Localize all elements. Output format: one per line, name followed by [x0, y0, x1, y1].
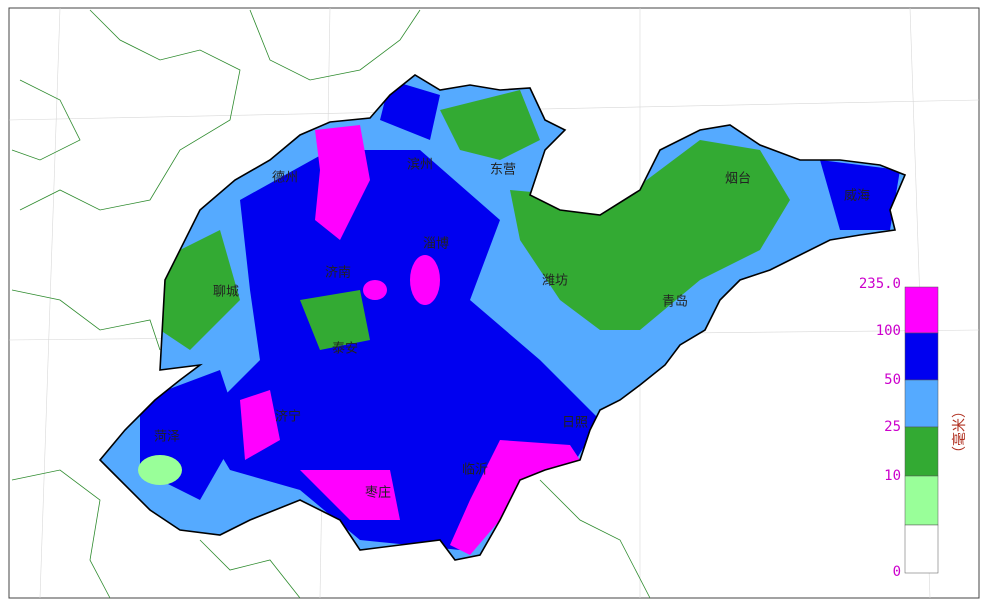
- city-label: 临沂: [462, 463, 488, 478]
- legend-label: 10: [884, 468, 901, 484]
- city-label: 滨州: [407, 157, 433, 173]
- legend-label: 25: [884, 419, 901, 435]
- city-label: 日照: [562, 416, 588, 431]
- city-label: 枣庄: [365, 485, 391, 501]
- legend-swatch: [904, 524, 939, 574]
- legend-swatch: [904, 379, 939, 428]
- city-label: 烟台: [725, 172, 751, 187]
- city-label: 聊城: [213, 285, 239, 300]
- legend-label: 100: [876, 323, 901, 339]
- legend-label: 0: [893, 564, 901, 580]
- city-label: 东营: [490, 163, 516, 178]
- city-label: 青岛: [662, 294, 688, 310]
- legend-unit: （毫米）: [951, 404, 968, 460]
- legend-swatch: [904, 332, 939, 381]
- legend-label: 50: [884, 372, 901, 388]
- legend-swatch: [904, 286, 939, 334]
- city-label: 泰安: [332, 342, 358, 357]
- city-label: 潍坊: [542, 274, 568, 289]
- legend-swatch: [904, 475, 939, 526]
- city-label: 济宁: [275, 409, 301, 425]
- city-label: 威海: [844, 189, 870, 204]
- city-label: 淄博: [423, 237, 449, 252]
- city-label: 济南: [325, 265, 351, 281]
- legend-label: 235.0: [859, 276, 901, 292]
- city-label: 德州: [272, 171, 298, 186]
- city-label: 菏泽: [154, 430, 180, 445]
- boundaries: [11, 9, 651, 599]
- legend-swatch: [904, 426, 939, 477]
